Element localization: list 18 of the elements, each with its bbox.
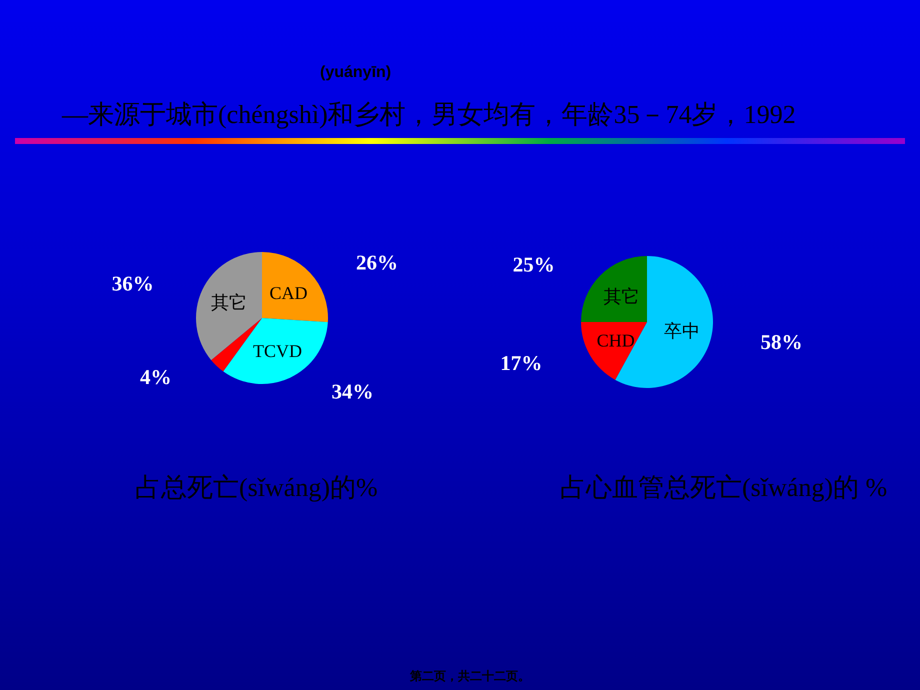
data-label: 26% (356, 250, 398, 275)
text: 第二页，共二十二页。 (410, 668, 530, 685)
data-label: 4% (140, 365, 172, 390)
data-label: 34% (331, 379, 374, 404)
chart-title: (yuányīn) (320, 64, 392, 82)
slice-label: 卒中 (664, 321, 700, 342)
chart-subtitle: —来源于城市(chéngshì)和乡村，男女均有，年龄35－74岁，1992 (62, 99, 796, 131)
slice-label: 其它 (211, 292, 248, 313)
slice-label: CHD (596, 330, 635, 350)
text: 占总死亡(sǐwáng)的% (135, 472, 378, 504)
slice-label: 其它 (603, 286, 640, 306)
data-label: 58% (760, 330, 802, 354)
slice-label: TCVD (252, 340, 302, 361)
text: 占心血管总死亡(sǐwáng)的 % (560, 472, 888, 504)
data-label: 17% (500, 351, 542, 376)
data-label: 36% (112, 272, 154, 296)
slice-label: CAD (269, 283, 308, 304)
data-label: 25% (512, 252, 555, 277)
